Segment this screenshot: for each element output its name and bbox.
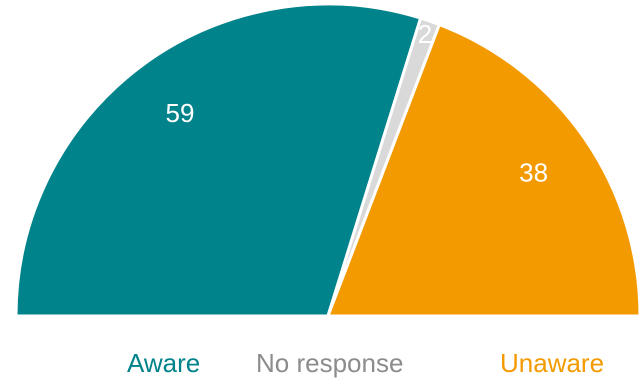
slice-aware <box>14 2 423 318</box>
slice-label-unaware: 38 <box>519 157 548 187</box>
legend-item-aware: Aware <box>127 348 201 378</box>
slice-label-aware: 59 <box>166 98 195 128</box>
slice-label-no-response: 2 <box>418 19 432 49</box>
legend-item-unaware: Unaware <box>500 348 605 378</box>
slice-unaware <box>326 23 642 318</box>
legend-item-no-response: No response <box>256 348 404 378</box>
semicircle-pie-chart: 59 2 38 <box>14 2 642 318</box>
